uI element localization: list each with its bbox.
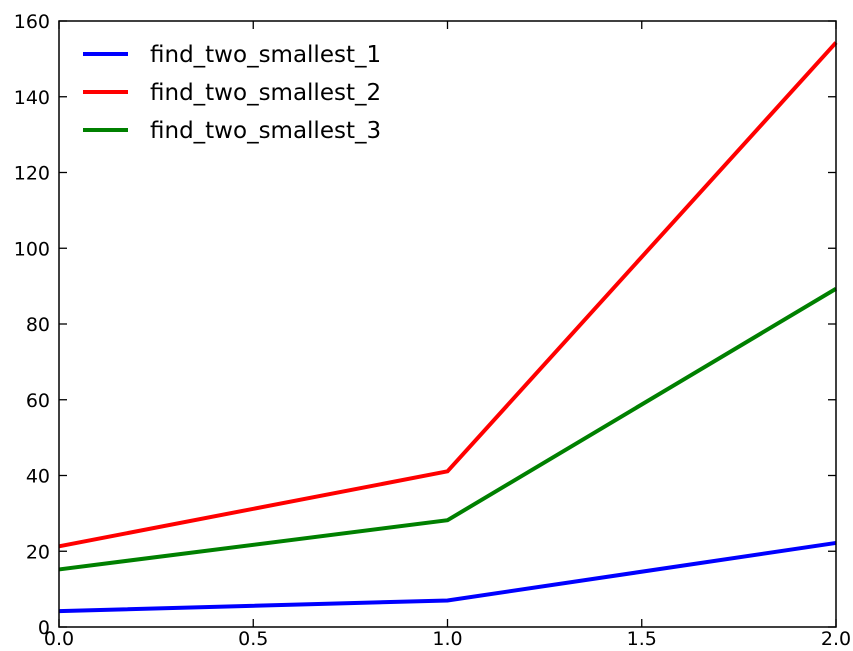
legend: find_two_smallest_1 find_two_smallest_2fi… bbox=[83, 42, 381, 144]
x-tick-label: 0.0 bbox=[44, 628, 74, 650]
y-tick-label: 140 bbox=[14, 87, 50, 109]
y-tick-label: 100 bbox=[14, 238, 50, 260]
y-tick-label: 160 bbox=[14, 11, 50, 33]
series-line-1 bbox=[58, 540, 837, 614]
y-tick-label: 40 bbox=[26, 466, 50, 488]
axis-ticks bbox=[58, 20, 837, 628]
x-tick-label: 1.0 bbox=[432, 628, 462, 650]
y-tick-label: 80 bbox=[26, 314, 50, 336]
legend-label: find_two_smallest_2 bbox=[150, 80, 381, 106]
y-tick-label: 20 bbox=[26, 541, 50, 563]
series-line-2 bbox=[58, 41, 838, 549]
x-tick-label: 2.0 bbox=[821, 628, 851, 650]
legend-item-3: find_two_smallest_3 bbox=[83, 118, 381, 144]
legend-item-1: find_two_smallest_1 bbox=[83, 42, 381, 68]
legend-item-2: find_two_smallest_2 bbox=[83, 80, 381, 106]
series-line-3 bbox=[58, 287, 838, 572]
series-layer bbox=[58, 41, 838, 614]
y-tick-label: 120 bbox=[14, 163, 50, 185]
legend-label: find_two_smallest_3 bbox=[150, 118, 381, 144]
x-tick-labels: 0.0 0.5 1.0 1.5 2.0 bbox=[44, 628, 851, 650]
y-tick-label: 0 bbox=[38, 617, 50, 639]
x-tick-label: 1.5 bbox=[627, 628, 657, 650]
x-tick-label: 0.5 bbox=[238, 628, 268, 650]
y-tick-labels: 0 20 40 60 80 100 120 140 160 bbox=[14, 11, 50, 639]
y-tick-label: 60 bbox=[26, 390, 50, 412]
legend-label: find_two_smallest_1 bbox=[150, 42, 381, 68]
